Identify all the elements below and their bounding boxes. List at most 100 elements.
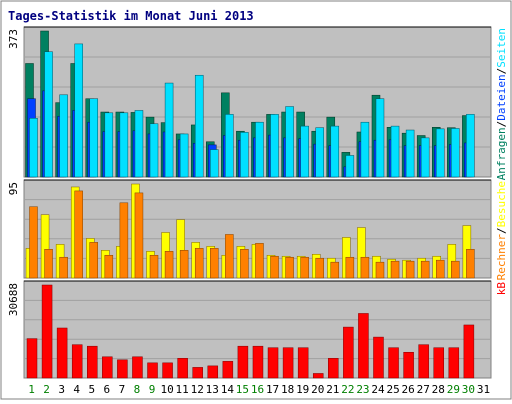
x-tick-label-day: 13 bbox=[206, 383, 219, 396]
chart-title: Tages-Statistik im Monat Juni 2013 bbox=[8, 9, 254, 23]
bar-seiten bbox=[255, 121, 264, 178]
bar-seiten bbox=[119, 112, 129, 178]
bar-rechner bbox=[149, 254, 159, 279]
legend-entry: kB bbox=[495, 282, 508, 296]
bar-rechner bbox=[345, 256, 355, 279]
bar-rechner bbox=[134, 192, 144, 279]
bar-rechner bbox=[435, 259, 445, 279]
bar-rechner bbox=[420, 260, 430, 279]
bar-seiten bbox=[345, 155, 355, 178]
bar-rechner bbox=[89, 242, 99, 279]
x-tick-label-day: 11 bbox=[176, 383, 189, 396]
bar-kb bbox=[71, 344, 83, 379]
bar-seiten bbox=[89, 98, 99, 178]
legend-entry: Rechner bbox=[495, 234, 508, 281]
bar-kb bbox=[448, 347, 460, 379]
bar-rechner bbox=[225, 234, 234, 279]
x-tick-label-day: 15 bbox=[236, 383, 249, 396]
bar-kb bbox=[358, 313, 369, 379]
legend: Anfragen/Dateien/Seiten bbox=[495, 28, 508, 180]
x-tick-label-day: 21 bbox=[326, 383, 339, 396]
bar-kb bbox=[388, 347, 399, 379]
x-tick-label-day: 17 bbox=[266, 383, 279, 396]
x-tick-label-day: 8 bbox=[134, 383, 141, 396]
x-tick-label-day: 4 bbox=[73, 383, 80, 396]
x-tick-label-day: 26 bbox=[402, 383, 415, 396]
bar-kb bbox=[433, 347, 444, 379]
bar-seiten bbox=[104, 112, 114, 178]
bar-rechner bbox=[375, 261, 385, 279]
bar-kb bbox=[162, 362, 173, 379]
bar-kb bbox=[237, 345, 249, 379]
legend-entry: / bbox=[495, 121, 508, 128]
bar-rechner bbox=[59, 256, 68, 279]
x-axis-labels: 1 2 3 4 5 6 7 8 9 10 11 12 13 14 15 16 17 18 19 20 21 22 23 24 2… bbox=[28, 383, 490, 396]
bar-seiten bbox=[134, 110, 144, 178]
bar-kb bbox=[418, 344, 429, 379]
x-tick-label-day: 24 bbox=[371, 383, 385, 396]
x-tick-label-day: 31 bbox=[477, 383, 490, 396]
bar-rechner bbox=[104, 254, 114, 279]
panel-bottom: 30688 kB bbox=[7, 280, 508, 379]
bar-kb bbox=[222, 361, 234, 379]
bar-kb bbox=[328, 358, 339, 379]
bar-kb bbox=[177, 358, 188, 379]
x-tick-label-day: 5 bbox=[88, 383, 95, 396]
bar-seiten bbox=[405, 129, 415, 178]
bar-rechner bbox=[255, 243, 264, 279]
x-tick-label-day: 19 bbox=[296, 383, 309, 396]
bar-kb bbox=[102, 356, 113, 379]
bar-rechner bbox=[451, 260, 460, 279]
bar-kb bbox=[373, 336, 384, 379]
x-tick-label-day: 27 bbox=[417, 383, 430, 396]
bar-rechner bbox=[285, 256, 294, 279]
bar-seiten bbox=[44, 51, 53, 178]
bar-kb bbox=[403, 351, 414, 379]
bar-rechner bbox=[164, 251, 174, 279]
bar-seiten bbox=[164, 82, 174, 178]
x-tick-label-day: 18 bbox=[281, 383, 294, 396]
bar-kb bbox=[252, 345, 264, 379]
bar-seiten bbox=[375, 98, 385, 178]
bar-rechner bbox=[405, 260, 415, 279]
bar-seiten bbox=[59, 94, 68, 178]
bar-kb bbox=[192, 367, 203, 379]
x-tick-label-day: 23 bbox=[356, 383, 369, 396]
x-tick-label-day: 2 bbox=[43, 383, 50, 396]
bar-seiten bbox=[390, 125, 400, 178]
bar-seiten bbox=[149, 123, 159, 178]
panels-layer: 373Anfragen/Dateien/Seiten95Rechner/Besu… bbox=[7, 26, 508, 379]
bar-rechner bbox=[29, 206, 38, 279]
bar-seiten bbox=[74, 43, 83, 178]
y-max-label: 30688 bbox=[7, 283, 20, 316]
legend: Rechner/Besuche bbox=[495, 181, 508, 280]
bar-kb bbox=[343, 326, 354, 379]
x-tick-label-day: 14 bbox=[221, 383, 235, 396]
bar-seiten bbox=[285, 106, 294, 178]
bar-seiten bbox=[179, 133, 189, 178]
bar-rechner bbox=[74, 190, 83, 279]
x-tick-label-day: 9 bbox=[149, 383, 156, 396]
x-tick-label-day: 25 bbox=[386, 383, 399, 396]
x-tick-label-day: 22 bbox=[341, 383, 354, 396]
legend-entry: Anfragen bbox=[495, 127, 508, 180]
bar-kb bbox=[282, 347, 294, 379]
legend-entry: Seiten bbox=[495, 28, 508, 68]
legend-entry: / bbox=[495, 227, 508, 234]
x-tick-label-day: 6 bbox=[104, 383, 111, 396]
bar-kb bbox=[26, 338, 38, 379]
x-tick-label-day: 10 bbox=[160, 383, 173, 396]
bar-seiten bbox=[435, 128, 445, 178]
bar-seiten bbox=[451, 128, 460, 178]
bar-rechner bbox=[466, 249, 475, 279]
x-tick-label-day: 3 bbox=[58, 383, 65, 396]
x-tick-label-day: 30 bbox=[462, 383, 475, 396]
bar-kb bbox=[463, 324, 475, 379]
bar-kb bbox=[147, 362, 158, 379]
bar-seiten bbox=[466, 114, 475, 178]
x-tick-label-day: 20 bbox=[311, 383, 324, 396]
bar-rechner bbox=[44, 249, 53, 279]
bar-seiten bbox=[315, 127, 324, 178]
y-max-label: 95 bbox=[7, 182, 20, 195]
